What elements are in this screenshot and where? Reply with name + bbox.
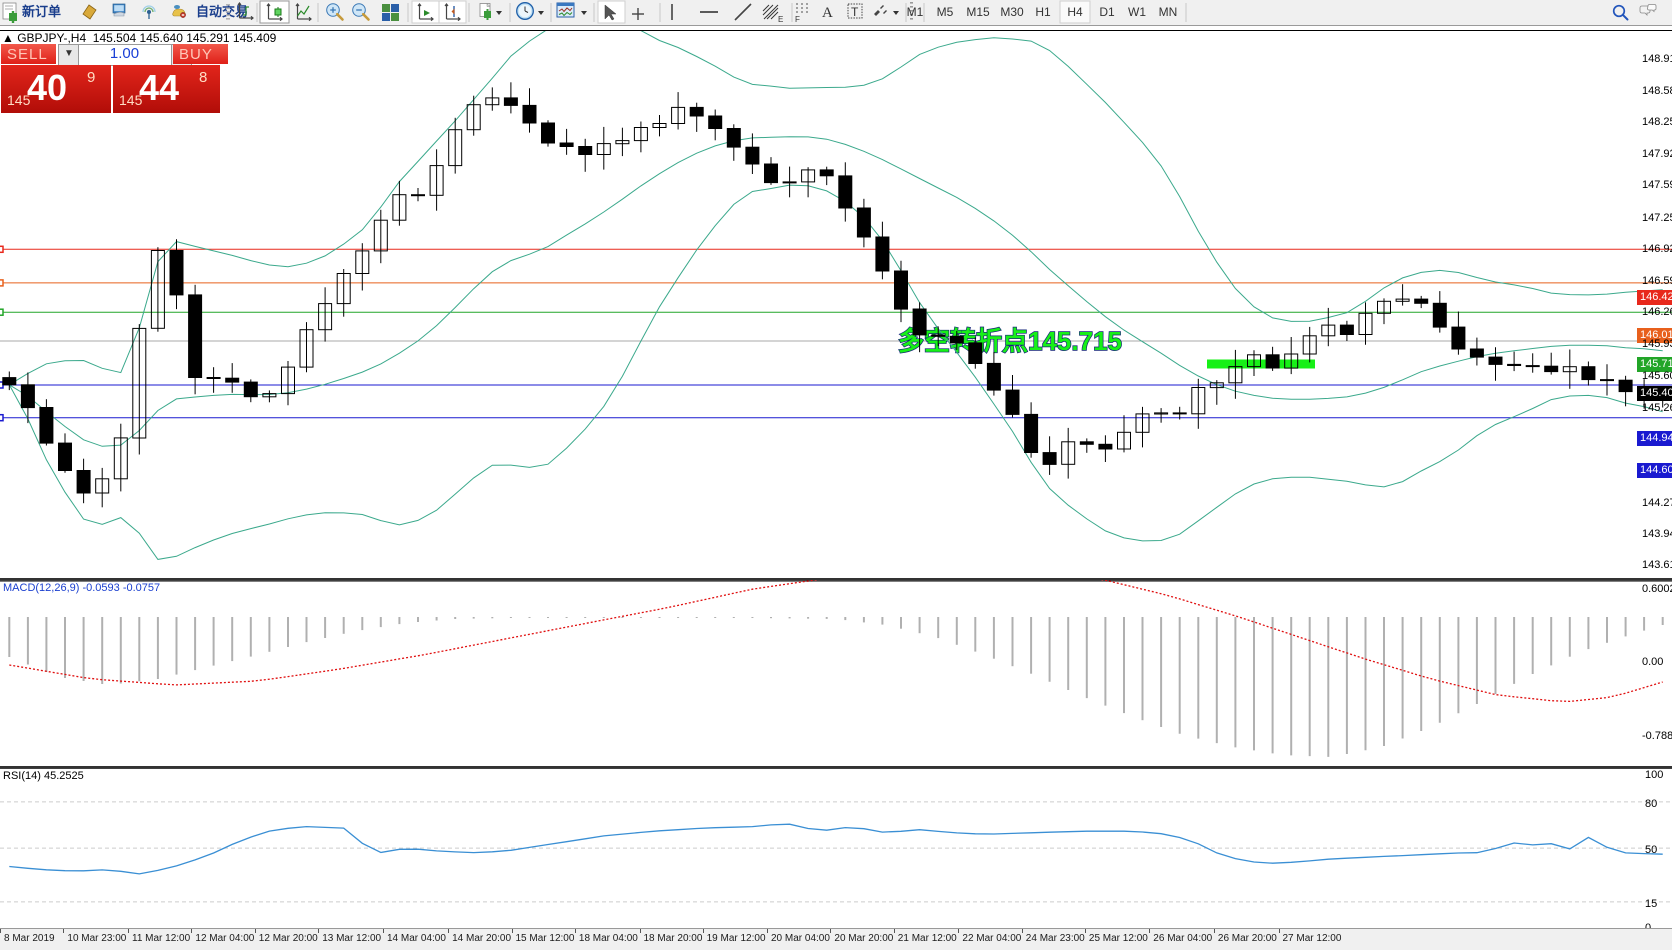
svg-text:E: E [778,15,783,24]
svg-text:H4: H4 [1067,5,1083,19]
svg-text:MN: MN [1159,5,1178,19]
svg-text:A: A [822,5,833,21]
svg-text:M15: M15 [966,5,990,19]
svg-text:新订单: 新订单 [22,4,61,19]
svg-text:F: F [795,15,800,24]
svg-text:M1: M1 [907,5,924,19]
svg-text:T: T [851,5,859,19]
svg-text:D1: D1 [1099,5,1115,19]
svg-text:M5: M5 [937,5,954,19]
svg-text:M30: M30 [1000,5,1024,19]
svg-text:W1: W1 [1128,5,1146,19]
svg-text:H1: H1 [1035,5,1051,19]
svg-text:自动交易: 自动交易 [196,4,248,19]
